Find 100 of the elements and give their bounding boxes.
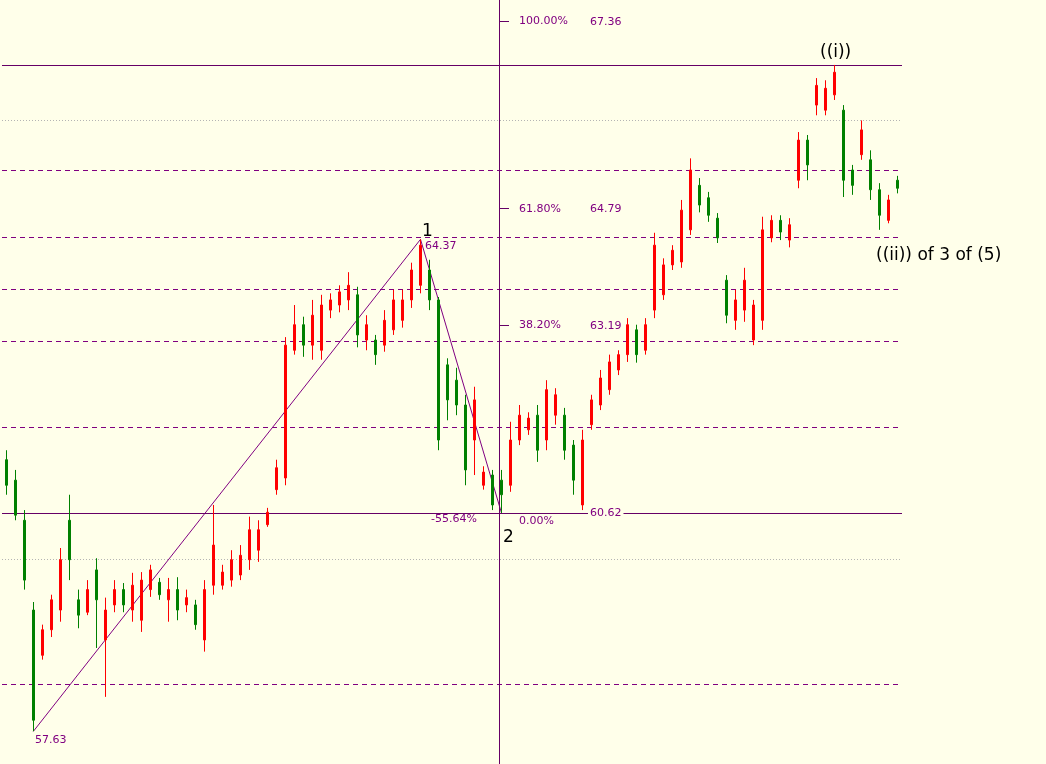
candlestick <box>428 259 431 311</box>
candlestick <box>113 579 116 613</box>
candlestick <box>248 516 251 571</box>
candlestick <box>671 244 674 271</box>
candlestick <box>500 469 503 514</box>
candlestick <box>311 299 314 361</box>
candlestick <box>869 149 872 201</box>
candlestick <box>320 294 323 361</box>
candlestick <box>878 182 881 231</box>
candlestick <box>455 367 458 416</box>
candlestick <box>131 572 134 623</box>
candlestick <box>383 309 386 353</box>
candlestick <box>185 589 188 613</box>
candlestick <box>887 194 890 224</box>
candlestick <box>356 286 359 348</box>
y-tick-label: 63.19 <box>590 318 622 332</box>
candlestick <box>626 317 629 363</box>
candlestick <box>689 157 692 236</box>
candlestick <box>32 601 35 732</box>
candlestick <box>743 267 746 323</box>
candlestick <box>446 357 449 421</box>
candlestick <box>59 547 62 623</box>
candlestick <box>599 369 602 411</box>
candlestick <box>284 336 287 486</box>
candlestick <box>635 324 638 364</box>
candlestick <box>644 317 647 356</box>
candlestick <box>392 289 395 336</box>
annotation: ((i)) <box>820 40 852 61</box>
candlestick <box>653 232 656 319</box>
candlestick <box>464 394 467 486</box>
candlestick <box>725 274 728 324</box>
candlestick <box>833 64 836 101</box>
candlestick <box>536 404 539 463</box>
candlestick <box>203 579 206 653</box>
candlestick <box>194 599 197 631</box>
candlestick <box>590 394 593 431</box>
candlestick <box>68 494 71 581</box>
annotation: ((ii)) of 3 of (5) <box>876 244 1002 264</box>
candlestick <box>680 199 683 269</box>
annotation: 0.00% <box>519 513 554 527</box>
candlestick <box>509 421 512 493</box>
candlestick <box>851 164 854 196</box>
candlestick <box>329 292 332 319</box>
candlestick <box>5 449 8 496</box>
y-tick-label: 60.62 <box>590 506 622 520</box>
candlestick <box>563 407 566 461</box>
candlestick <box>662 257 665 301</box>
candlestick <box>41 624 44 661</box>
y-tick-label: 64.79 <box>590 202 622 216</box>
candlestick <box>140 571 143 633</box>
candlestick <box>14 469 17 521</box>
candlestick <box>473 386 476 476</box>
candlestick <box>338 284 341 313</box>
candlestick <box>401 289 404 329</box>
candlestick <box>293 304 296 356</box>
candlestick <box>275 459 278 496</box>
candlestick <box>86 579 89 616</box>
candlestick <box>122 582 125 613</box>
candlestick <box>302 316 305 358</box>
candlestick <box>797 131 800 189</box>
annotation: 38.20% <box>519 317 561 331</box>
candlestick <box>716 212 719 244</box>
candlestick <box>410 262 413 309</box>
candlestick <box>257 519 260 563</box>
annotation: 64.37 <box>425 238 457 252</box>
candlestick <box>527 411 530 436</box>
candlestick <box>734 289 737 331</box>
candlestick <box>230 549 233 588</box>
candlestick <box>770 214 773 243</box>
candlestick <box>50 594 53 638</box>
candlestick <box>806 134 809 181</box>
candlestick <box>761 216 764 331</box>
candlestick <box>212 504 215 596</box>
candlestick <box>23 509 26 591</box>
candlestick <box>617 349 620 376</box>
candlestick <box>149 564 152 598</box>
candlestick <box>752 299 755 346</box>
candlestick <box>698 177 701 213</box>
candlestick <box>581 429 584 511</box>
candlestick <box>518 404 521 446</box>
candlestick <box>347 271 350 311</box>
candlestick <box>266 507 269 528</box>
candlestick <box>419 238 422 294</box>
candlestick <box>437 296 440 451</box>
candlestick <box>221 564 224 591</box>
annotation: 57.63 <box>35 732 67 746</box>
candlestick <box>104 597 107 698</box>
candlestick <box>158 577 161 601</box>
candlestick <box>824 79 827 116</box>
candlestick <box>554 387 557 426</box>
candlestick <box>815 77 818 116</box>
candlestick <box>896 175 899 194</box>
candlestick <box>779 214 782 241</box>
candlestick <box>77 589 80 629</box>
candlestick <box>608 354 611 396</box>
candlestick <box>572 439 575 496</box>
candlestick <box>482 465 485 491</box>
candlestick <box>374 334 377 366</box>
annotation: 61.80% <box>519 201 561 215</box>
annotation: 1 <box>422 220 433 241</box>
